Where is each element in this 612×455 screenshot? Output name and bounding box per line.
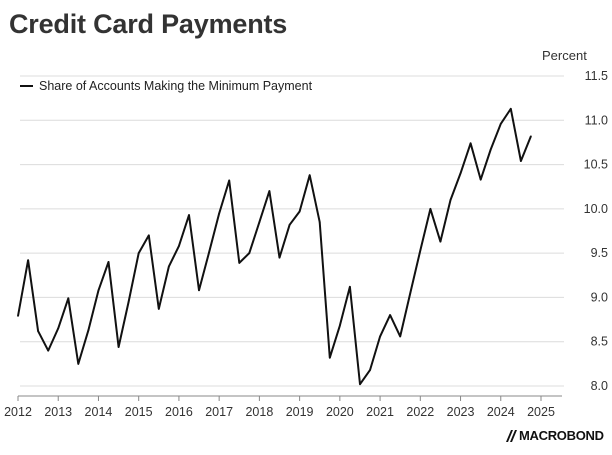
data-point xyxy=(268,190,271,192)
data-point xyxy=(389,314,391,316)
x-tick-label: 2023 xyxy=(447,405,475,419)
series-line xyxy=(17,107,532,386)
data-point xyxy=(47,349,49,352)
data-point xyxy=(399,335,402,338)
x-tick-label: 2021 xyxy=(366,405,394,419)
data-point xyxy=(208,251,210,254)
data-point xyxy=(198,289,200,292)
x-tick-label: 2013 xyxy=(44,405,72,419)
data-point xyxy=(439,240,442,243)
data-point xyxy=(107,261,110,263)
data-point xyxy=(117,346,120,348)
data-point xyxy=(409,292,412,294)
data-point xyxy=(218,212,220,215)
data-point xyxy=(459,172,462,175)
data-point xyxy=(97,289,100,292)
x-tick-label: 2022 xyxy=(406,405,434,419)
data-point xyxy=(127,301,130,303)
data-point xyxy=(77,363,80,365)
data-point xyxy=(57,327,59,330)
y-tick-label: 11.0 xyxy=(585,113,608,127)
data-point xyxy=(489,148,492,151)
brand-logo: MACROBOND xyxy=(506,428,604,443)
data-point xyxy=(137,252,140,254)
data-point xyxy=(67,297,70,300)
y-tick-label: 8.0 xyxy=(591,379,608,393)
data-point xyxy=(318,221,321,223)
x-tick-label: 2016 xyxy=(165,405,193,419)
macrobond-logo-icon xyxy=(506,429,517,442)
data-point xyxy=(369,369,371,371)
x-tick-label: 2019 xyxy=(286,405,314,419)
x-tick-label: 2020 xyxy=(326,405,354,419)
data-point xyxy=(238,262,241,264)
x-tick-label: 2025 xyxy=(527,405,555,419)
data-point xyxy=(530,135,532,137)
data-point xyxy=(258,221,261,223)
data-point xyxy=(359,383,361,386)
data-point xyxy=(87,329,90,332)
data-point xyxy=(329,356,331,359)
y-tick-label: 9.5 xyxy=(591,246,608,260)
data-point xyxy=(349,286,351,288)
data-point xyxy=(248,252,251,254)
x-tick-label: 2024 xyxy=(487,405,515,419)
data-point xyxy=(379,335,381,338)
legend: Share of Accounts Making the Minimum Pay… xyxy=(20,79,312,93)
data-point xyxy=(298,210,301,213)
y-tick-label: 9.0 xyxy=(591,290,608,304)
y-tick-label: 10.0 xyxy=(584,202,608,216)
data-point xyxy=(37,330,39,332)
y-tick-label: 8.5 xyxy=(591,335,608,349)
x-tick-label: 2015 xyxy=(125,405,153,419)
data-point xyxy=(288,224,291,226)
data-point xyxy=(339,325,341,327)
data-point xyxy=(17,315,19,317)
data-point xyxy=(158,308,160,310)
x-tick-label: 2017 xyxy=(205,405,233,419)
data-point xyxy=(168,265,170,268)
y-tick-label: 11.5 xyxy=(585,69,608,83)
data-point xyxy=(308,174,311,176)
x-tick-label: 2014 xyxy=(85,405,113,419)
data-point xyxy=(27,259,29,262)
x-tick-label: 2012 xyxy=(4,405,32,419)
brand-name: MACROBOND xyxy=(519,428,604,443)
data-point xyxy=(429,208,432,210)
legend-swatch xyxy=(20,85,33,87)
data-point xyxy=(449,199,452,201)
y-axis-unit-label: Percent xyxy=(542,48,587,63)
data-point xyxy=(479,178,482,181)
data-point xyxy=(148,234,150,237)
x-tick-label: 2018 xyxy=(245,405,273,419)
data-point xyxy=(500,123,502,125)
data-point xyxy=(278,256,281,259)
data-point xyxy=(469,142,472,145)
data-point xyxy=(510,108,512,110)
y-tick-label: 10.5 xyxy=(584,158,608,172)
data-point xyxy=(520,160,522,162)
data-point xyxy=(228,179,230,182)
legend-label: Share of Accounts Making the Minimum Pay… xyxy=(39,79,313,93)
data-point xyxy=(178,245,180,247)
data-point xyxy=(419,249,422,252)
data-point xyxy=(188,214,190,216)
chart-title: Credit Card Payments xyxy=(9,9,288,39)
